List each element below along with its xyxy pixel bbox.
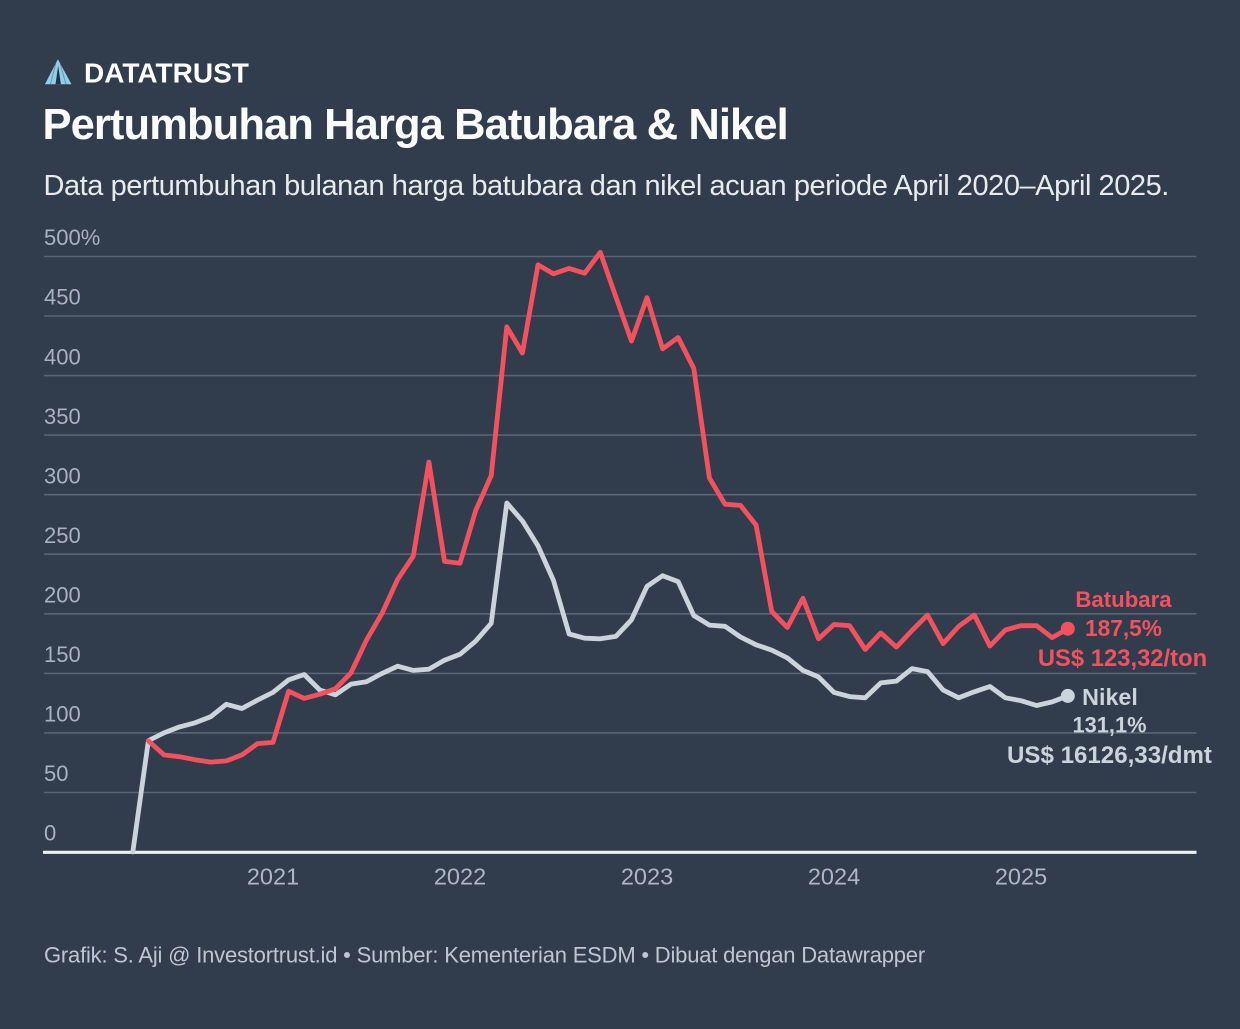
svg-text:US$ 123,32/ton: US$ 123,32/ton xyxy=(1038,645,1207,672)
svg-text:2024: 2024 xyxy=(808,864,860,890)
svg-text:400: 400 xyxy=(44,344,81,369)
svg-text:Pertumbuhan Harga Batubara & N: Pertumbuhan Harga Batubara & Nikel xyxy=(43,101,788,149)
svg-text:Nikel: Nikel xyxy=(1082,684,1138,710)
svg-text:350: 350 xyxy=(44,404,81,429)
svg-text:300: 300 xyxy=(44,463,81,488)
svg-text:187,5%: 187,5% xyxy=(1085,615,1162,641)
svg-text:2025: 2025 xyxy=(995,864,1047,890)
svg-text:Batubara: Batubara xyxy=(1075,587,1172,612)
svg-text:DATATRUST: DATATRUST xyxy=(84,58,249,89)
svg-text:200: 200 xyxy=(44,583,81,608)
svg-text:2022: 2022 xyxy=(434,864,486,890)
svg-text:150: 150 xyxy=(44,642,81,667)
svg-text:Grafik: S. Aji @ Investortrust: Grafik: S. Aji @ Investortrust.id • Sumb… xyxy=(44,943,925,968)
svg-text:2021: 2021 xyxy=(247,864,299,890)
svg-text:250: 250 xyxy=(44,523,81,548)
svg-text:450: 450 xyxy=(44,285,81,310)
svg-text:131,1%: 131,1% xyxy=(1073,713,1147,738)
svg-text:Data pertumbuhan bulanan harga: Data pertumbuhan bulanan harga batubara … xyxy=(44,170,1169,202)
svg-text:0: 0 xyxy=(44,821,56,846)
svg-text:50: 50 xyxy=(44,761,68,786)
svg-text:500%: 500% xyxy=(44,225,100,250)
svg-text:100: 100 xyxy=(44,702,81,727)
svg-text:US$ 16126,33/dmt: US$ 16126,33/dmt xyxy=(1007,742,1212,769)
svg-text:2023: 2023 xyxy=(621,864,673,890)
